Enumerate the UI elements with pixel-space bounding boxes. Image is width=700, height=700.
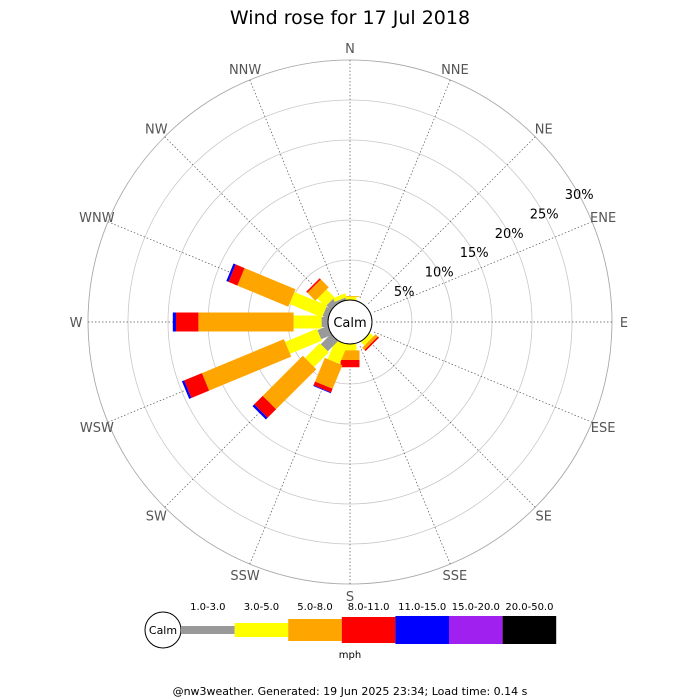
bar-W-8.0-11.0 xyxy=(176,312,199,332)
bar-WSW-1.0-3.0 xyxy=(317,325,332,340)
bar-W-11.0-15.0 xyxy=(172,312,176,332)
legend-label-5.0-8.0: 5.0-8.0 xyxy=(297,602,332,613)
bar-SSW-11.0-15.0 xyxy=(313,385,332,394)
radial-tick-labels: 5% 10% 15% 20% 25% 30% xyxy=(394,188,594,300)
direction-label-ENE: ENE xyxy=(590,211,616,226)
bar-W-3.0-5.0 xyxy=(293,315,322,329)
bar-WSW-8.0-11.0 xyxy=(184,373,210,398)
bar-S-5.0-8.0 xyxy=(340,350,360,360)
bar-SE-3.0-5.0 xyxy=(361,333,374,346)
spoke-ESE xyxy=(373,331,593,423)
legend-label-8.0-11.0: 8.0-11.0 xyxy=(348,602,390,613)
bar-SW-5.0-8.0 xyxy=(262,355,317,410)
calm-circle: Calm xyxy=(327,299,373,345)
direction-label-NNW: NNW xyxy=(229,63,261,78)
direction-label-SSW: SSW xyxy=(230,569,260,584)
radial-tick-1: 10% xyxy=(425,266,454,281)
bar-WNW-8.0-11.0 xyxy=(228,264,245,286)
direction-label-S: S xyxy=(346,590,354,605)
speed-legend: Calm 1.0-3.0 3.0-5.0 5.0-8.0 8.0-11.0 11.0-15… xyxy=(144,602,557,661)
bar-SW-3.0-5.0 xyxy=(305,343,329,367)
spoke-NNW xyxy=(249,79,341,299)
direction-label-NE: NE xyxy=(535,122,553,137)
direction-label-N: N xyxy=(345,42,355,57)
direction-label-WNW: WNW xyxy=(79,211,115,226)
legend-label-1.0-3.0: 1.0-3.0 xyxy=(190,602,225,613)
spoke-SSE xyxy=(359,345,451,565)
bar-WNW-5.0-8.0 xyxy=(237,268,296,307)
bar-WSW-5.0-8.0 xyxy=(201,339,292,391)
legend-calm-label: Calm xyxy=(149,624,177,637)
legend-swatch-11.0-15.0 xyxy=(395,616,449,644)
spoke-NNE xyxy=(359,79,451,299)
bar-NW-8.0-11.0 xyxy=(306,278,321,293)
bar-SW-11.0-15.0 xyxy=(252,404,268,420)
footer-text: @nw3weather. Generated: 19 Jun 2025 23:3… xyxy=(173,685,528,698)
chart-title: Wind rose for 17 Jul 2018 xyxy=(230,7,470,29)
legend-swatch-1.0-3.0 xyxy=(181,626,235,634)
bar-W-5.0-8.0 xyxy=(198,312,294,332)
direction-label-SSE: SSE xyxy=(443,569,468,584)
calm-circle-shape xyxy=(327,299,373,345)
direction-label-NW: NW xyxy=(145,122,168,137)
bar-NNW-3.0-5.0 xyxy=(333,293,347,302)
radial-tick-0: 5% xyxy=(394,285,415,300)
legend-label-11.0-15.0: 11.0-15.0 xyxy=(398,602,446,613)
radial-tick-3: 20% xyxy=(495,227,524,242)
bar-SW-8.0-11.0 xyxy=(254,395,277,418)
radial-tick-4: 25% xyxy=(530,207,559,222)
legend-swatch-5.0-8.0 xyxy=(288,619,342,641)
bar-S-8.0-11.0 xyxy=(340,360,360,368)
legend-swatch-8.0-11.0 xyxy=(341,617,396,643)
bar-SSW-3.0-5.0 xyxy=(327,339,348,364)
bar-W-1.0-3.0 xyxy=(321,317,328,327)
bar-SW-1.0-3.0 xyxy=(320,334,338,352)
direction-label-SE: SE xyxy=(535,510,551,525)
direction-label-WSW: WSW xyxy=(80,421,114,436)
bar-SSW-5.0-8.0 xyxy=(315,357,343,389)
spoke-SE xyxy=(368,340,536,508)
bar-NNW-1.0-3.0 xyxy=(336,297,347,304)
radial-tick-5: 30% xyxy=(565,188,594,203)
direction-labels: N NNE NE ENE E ESE SE SSE S SSW SW WSW W WNW NW NNW xyxy=(70,42,629,605)
calm-label: Calm xyxy=(333,316,366,331)
bar-WNW-1.0-3.0 xyxy=(322,306,332,319)
bar-WSW-3.0-5.0 xyxy=(285,328,322,354)
radial-tick-2: 15% xyxy=(460,246,489,261)
bar-WSW-11.0-15.0 xyxy=(181,380,192,399)
bar-N-3.0-5.0 xyxy=(343,296,357,300)
spoke-NE xyxy=(368,136,536,304)
legend-label-20.0-50.0: 20.0-50.0 xyxy=(505,602,553,613)
grid-circle-3 xyxy=(167,139,533,505)
legend-label-3.0-5.0: 3.0-5.0 xyxy=(244,602,279,613)
bar-WNW-11.0-15.0 xyxy=(226,263,236,282)
spoke-ENE xyxy=(373,221,593,313)
legend-label-15.0-20.0: 15.0-20.0 xyxy=(452,602,500,613)
bar-SSW-8.0-11.0 xyxy=(313,381,333,393)
bar-SE-8.0-11.0 xyxy=(364,336,380,352)
bar-WNW-3.0-5.0 xyxy=(289,292,327,318)
direction-label-ESE: ESE xyxy=(591,421,616,436)
legend-swatch-15.0-20.0 xyxy=(449,616,503,644)
direction-label-E: E xyxy=(620,316,628,331)
direction-label-NNE: NNE xyxy=(441,63,469,78)
legend-swatch-20.0-50.0 xyxy=(502,616,557,644)
legend-swatch-3.0-5.0 xyxy=(234,623,289,637)
direction-label-SW: SW xyxy=(146,510,167,525)
legend-units: mph xyxy=(339,650,361,661)
direction-label-W: W xyxy=(70,316,83,331)
bar-NW-3.0-5.0 xyxy=(317,289,335,307)
bar-SE-5.0-8.0 xyxy=(362,334,378,350)
spoke-NW xyxy=(164,136,332,304)
wind-bars xyxy=(172,263,380,420)
bar-NW-5.0-8.0 xyxy=(307,279,329,301)
